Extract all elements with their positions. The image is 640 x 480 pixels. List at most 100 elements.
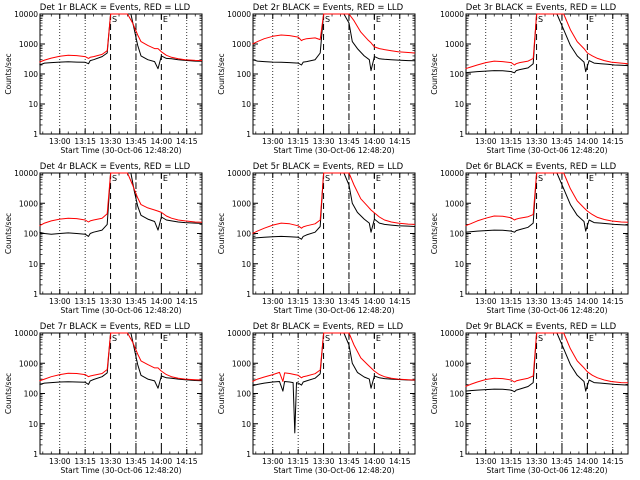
panel-5-ytick-label: 100 <box>237 230 252 239</box>
panel-5-ytick-label: 10 <box>241 260 251 269</box>
panel-5-xtick-label: 13:45 <box>338 297 360 306</box>
panel-9-flag-label-e: E <box>589 334 594 343</box>
panel-1-ylabel: Counts/sec <box>4 53 13 94</box>
panel-5-flag-label-s: S <box>325 174 330 183</box>
panel-4-series-lld <box>39 172 203 227</box>
panel-5-xlabel: Start Time (30-Oct-06 12:48:20) <box>273 306 394 315</box>
panel-6-xtick-label: 13:15 <box>500 297 522 306</box>
panel-9-xlabel: Start Time (30-Oct-06 12:48:20) <box>486 466 607 475</box>
panel-9-ylabel: Counts/sec <box>430 373 439 414</box>
panel-5-xtick-label: 13:15 <box>287 297 309 306</box>
panel-4-xtick-label: 14:15 <box>176 297 198 306</box>
panel-9-ytick-label: 10000 <box>440 329 464 338</box>
panel-3-xtick-label: 13:15 <box>500 137 522 146</box>
panel-7-xtick-label: 13:45 <box>125 457 147 466</box>
panel-5-ytick-label: 1000 <box>232 199 251 208</box>
panel-2-flag-label-e: E <box>376 15 381 24</box>
panel-6-ylabel: Counts/sec <box>430 213 439 254</box>
panel-8-xtick-label: 13:30 <box>313 457 335 466</box>
panel-4-title: Det 4r BLACK = Events, RED = LLD <box>40 162 191 172</box>
panel-7-ytick-label: 1 <box>33 450 38 459</box>
panel-9-ytick-label: 10 <box>454 420 464 429</box>
panel-8-ytick-label: 1000 <box>232 359 251 368</box>
panel-7-xtick-label: 13:30 <box>100 457 122 466</box>
panel-9-ytick-label: 100 <box>450 390 465 399</box>
panel-4-xtick-label: 13:30 <box>100 297 122 306</box>
panel-8-xtick-label: 14:15 <box>389 457 411 466</box>
panel-1-flag-label-s: S <box>112 15 117 24</box>
panel-2-xlabel: Start Time (30-Oct-06 12:48:20) <box>273 146 394 155</box>
panel-9-ytick-label: 1000 <box>445 359 464 368</box>
panel-7-ytick-label: 10000 <box>14 329 38 338</box>
panel-1-title: Det 1r BLACK = Events, RED = LLD <box>40 3 191 13</box>
panel-2-xtick-label: 13:15 <box>287 137 309 146</box>
panel-6-ytick-label: 10000 <box>440 169 464 178</box>
panel-8-ytick-label: 1 <box>246 450 251 459</box>
panel-8-ytick-label: 100 <box>237 390 252 399</box>
panel-4-ytick-label: 1000 <box>19 199 38 208</box>
panel-4-xtick-label: 14:00 <box>151 297 173 306</box>
panel-3-flag-label-e: E <box>589 15 594 24</box>
panel-2-series-lld <box>252 13 416 54</box>
panel-9-xtick-label: 13:45 <box>551 457 573 466</box>
panel-4-flag-label-s: S <box>112 174 117 183</box>
panel-6-xtick-label: 13:30 <box>526 297 548 306</box>
panel-3-title: Det 3r BLACK = Events, RED = LLD <box>466 3 617 13</box>
panel-7-ytick-label: 1000 <box>19 359 38 368</box>
panel-8-xlabel: Start Time (30-Oct-06 12:48:20) <box>273 466 394 475</box>
panel-7-flag-label-s: S <box>112 334 117 343</box>
panel-7-xtick-label: 13:15 <box>74 457 96 466</box>
panel-4-xtick-label: 13:45 <box>125 297 147 306</box>
panel-4-ytick-label: 1 <box>33 290 38 299</box>
panel-2-ytick-label: 1000 <box>232 40 251 49</box>
panel-1-series-lld <box>39 13 203 63</box>
panel-6-xtick-label: 14:00 <box>577 297 599 306</box>
panel-2-ytick-label: 100 <box>237 70 252 79</box>
panel-2-ytick-label: 10 <box>241 100 251 109</box>
panel-1-ytick-label: 1000 <box>19 40 38 49</box>
panel-3-ytick-label: 100 <box>450 70 465 79</box>
panel-3-series-lld <box>465 13 629 70</box>
panel-2-ylabel: Counts/sec <box>217 53 226 94</box>
panel-3-xtick-label: 14:15 <box>602 137 624 146</box>
panel-1-xtick-label: 13:45 <box>125 137 147 146</box>
panel-8-xtick-label: 13:45 <box>338 457 360 466</box>
panel-8-ytick-label: 10000 <box>227 329 251 338</box>
panel-4-ytick-label: 10 <box>28 260 38 269</box>
panel-6-xlabel: Start Time (30-Oct-06 12:48:20) <box>486 306 607 315</box>
panel-8-ylabel: Counts/sec <box>217 373 226 414</box>
panel-7-ytick-label: 100 <box>24 390 39 399</box>
panel-6-series-lld <box>465 172 629 227</box>
panel-6-flag-label-e: E <box>589 174 594 183</box>
panel-9-title: Det 9r BLACK = Events, RED = LLD <box>466 322 617 332</box>
panel-1-ytick-label: 100 <box>24 70 39 79</box>
panel-6-ytick-label: 10 <box>454 260 464 269</box>
panel-2-flag-label-s: S <box>325 15 330 24</box>
panel-4-xtick-label: 13:00 <box>49 297 71 306</box>
panel-7-title: Det 7r BLACK = Events, RED = LLD <box>40 322 191 332</box>
panel-3-ytick-label: 10 <box>454 100 464 109</box>
panel-6-title: Det 6r BLACK = Events, RED = LLD <box>466 162 617 172</box>
panel-9-xtick-label: 13:00 <box>475 457 497 466</box>
panel-8-xtick-label: 13:15 <box>287 457 309 466</box>
panel-8-title: Det 8r BLACK = Events, RED = LLD <box>253 322 404 332</box>
panel-2-xtick-label: 13:30 <box>313 137 335 146</box>
panel-8-ytick-label: 10 <box>241 420 251 429</box>
panel-3-xtick-label: 13:00 <box>475 137 497 146</box>
panel-2-xtick-label: 13:00 <box>262 137 284 146</box>
panel-6-ytick-label: 100 <box>450 230 465 239</box>
panel-4-ylabel: Counts/sec <box>4 213 13 254</box>
panel-9-ytick-label: 1 <box>459 450 464 459</box>
panel-4-flag-label-e: E <box>163 174 168 183</box>
panel-8-xtick-label: 14:00 <box>364 457 386 466</box>
panel-1-xlabel: Start Time (30-Oct-06 12:48:20) <box>60 146 181 155</box>
panel-8-flag-label-e: E <box>376 334 381 343</box>
panel-1-ytick-label: 10000 <box>14 10 38 19</box>
panel-1-ytick-label: 1 <box>33 130 38 139</box>
panel-6-xtick-label: 14:15 <box>602 297 624 306</box>
panel-3-xtick-label: 13:30 <box>526 137 548 146</box>
panel-9-xtick-label: 13:15 <box>500 457 522 466</box>
panel-5-ytick-label: 10000 <box>227 169 251 178</box>
panel-5-xtick-label: 13:30 <box>313 297 335 306</box>
